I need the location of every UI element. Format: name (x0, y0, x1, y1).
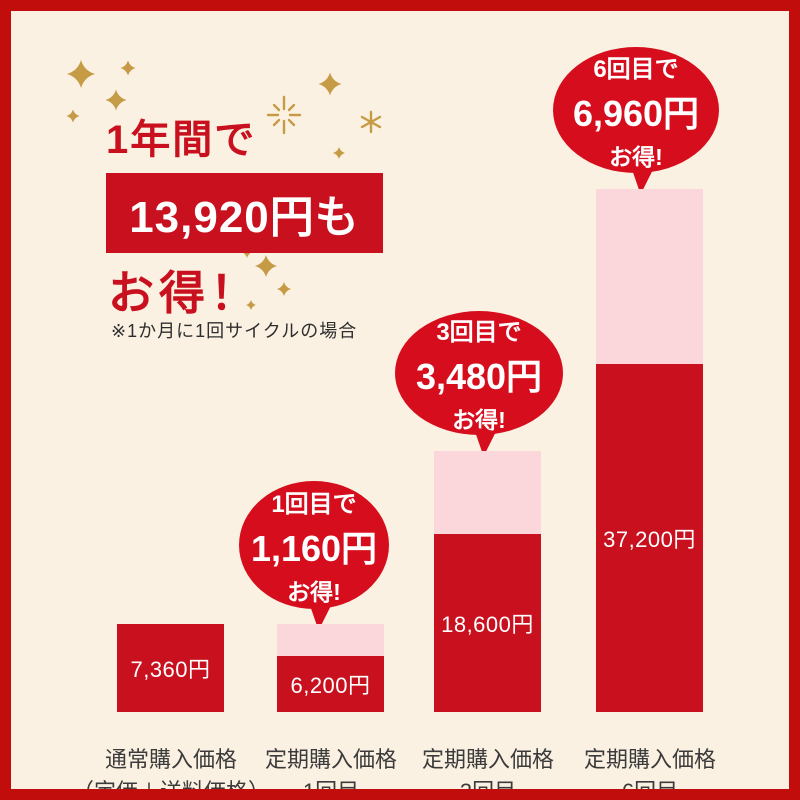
category-label-regular: 通常購入価格 （定価＋送料価格） (56, 744, 286, 800)
bubble-line1: 3回目で (436, 318, 522, 346)
bubble-amount: 1,160円 (250, 527, 378, 569)
bubble-line1: 6回目で (593, 55, 679, 83)
bar-subscription-6th: 37,200円 (596, 189, 703, 712)
headline-line1: 1年間で (106, 118, 257, 162)
bubble-line1: 1回目で (271, 490, 357, 518)
category-label-sub1: 定期購入価格 1回目 (216, 744, 446, 800)
category-line1: 定期購入価格 (583, 747, 716, 772)
bubble-amount: 3,480円 (415, 355, 543, 397)
headline-amount: 13,920円も (129, 193, 360, 242)
category-line1: 定期購入価格 (264, 747, 397, 772)
bubble-line3: お得! (452, 406, 506, 433)
price-label: 18,600円 (441, 612, 534, 637)
savings-bubble-6th: 6回目で 6,960円 お得! (553, 47, 719, 173)
bubble-line3: お得! (287, 578, 341, 605)
paid-segment: 6,200円 (277, 656, 384, 712)
bar-subscription-3rd: 18,600円 (434, 451, 541, 712)
headline-amount-box: 13,920円も (106, 173, 383, 253)
price-label: 6,200円 (290, 673, 371, 698)
headline-footnote: ※1か月に1回サイクルの場合 (111, 321, 358, 341)
category-line2: 1回目 (302, 778, 360, 800)
category-line2: 3回目 (459, 778, 517, 800)
paid-segment: 18,600円 (434, 534, 541, 712)
price-label: 37,200円 (603, 527, 696, 552)
price-label: 7,360円 (130, 657, 211, 682)
category-label-sub6: 定期購入価格 6回目 (535, 744, 765, 800)
category-label-sub3: 定期購入価格 3回目 (373, 744, 603, 800)
savings-bubble-1st: 1回目で 1,160円 お得! (239, 481, 389, 609)
bubble-line3: お得! (609, 143, 663, 170)
savings-bubble-3rd: 3回目で 3,480円 お得! (395, 311, 563, 435)
bar-regular-price: 7,360円 (117, 624, 224, 712)
bubble-amount: 6,960円 (572, 92, 700, 134)
category-line1: 通常購入価格 (104, 747, 237, 772)
bar-subscription-1st: 6,200円 (277, 624, 384, 712)
headline-line3: お得！ (108, 267, 261, 319)
category-line1: 定期購入価格 (421, 747, 554, 772)
category-line2: （定価＋送料価格） (71, 778, 270, 800)
category-line2: 6回目 (621, 778, 679, 800)
paid-segment: 37,200円 (596, 364, 703, 712)
